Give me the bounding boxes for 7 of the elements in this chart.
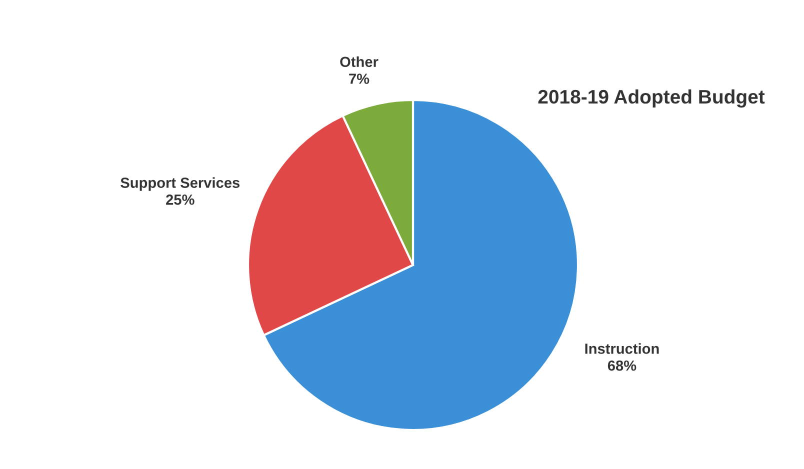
slice-label: Instruction [585,343,659,354]
text: 2018-19 Adopted Budget [538,89,765,108]
data-label: 7% [349,74,370,84]
data-label: 68% [608,360,636,371]
data-label: 25% [166,194,194,205]
slice-label: Other [340,56,378,68]
slice-label: Support Services [120,177,240,191]
